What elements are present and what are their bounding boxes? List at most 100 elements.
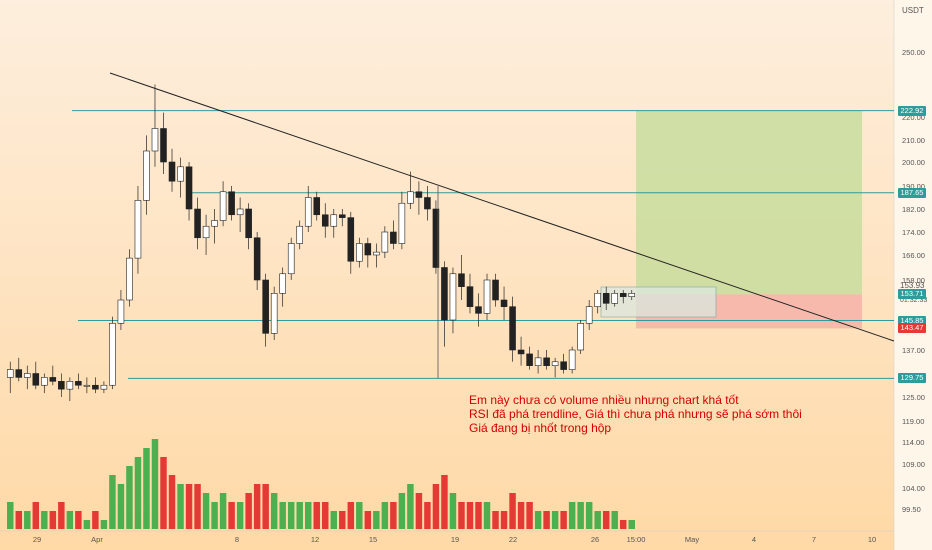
candle-body bbox=[373, 251, 380, 256]
volume-bar bbox=[32, 502, 40, 529]
candle-body bbox=[134, 200, 142, 259]
volume-bar bbox=[458, 502, 465, 529]
volume-bar bbox=[236, 502, 244, 529]
x-tick-label: 7 bbox=[812, 535, 816, 544]
x-tick-label: 29 bbox=[33, 535, 41, 544]
y-tick-label: 220.00 bbox=[902, 113, 925, 122]
candle-body bbox=[543, 357, 550, 366]
candle-body bbox=[364, 243, 372, 256]
volume-bar bbox=[509, 493, 516, 529]
candle-body bbox=[177, 166, 184, 182]
volume-bar bbox=[364, 511, 372, 529]
candle-body bbox=[356, 243, 363, 262]
candle-body bbox=[66, 381, 74, 390]
candle-body bbox=[83, 384, 91, 387]
volume-bar bbox=[117, 484, 125, 529]
candle-body bbox=[602, 293, 610, 304]
candle-body bbox=[211, 220, 218, 227]
volume-bar bbox=[313, 502, 320, 529]
volume-bar bbox=[296, 502, 303, 529]
volume-bar bbox=[41, 511, 48, 529]
volume-bar bbox=[543, 511, 550, 529]
last-price-label: 153.93 bbox=[900, 280, 925, 290]
volume-bar bbox=[534, 511, 542, 529]
candle-body bbox=[509, 306, 516, 351]
candle-body bbox=[49, 377, 57, 382]
note-line-3: Giá đang bị nhốt trong hộp bbox=[469, 421, 612, 435]
volume-bar bbox=[194, 484, 201, 529]
volume-bar bbox=[424, 502, 431, 529]
volume-bar bbox=[602, 511, 610, 529]
x-tick-label: Apr bbox=[91, 535, 103, 544]
candle-body bbox=[296, 225, 303, 244]
candle-body bbox=[458, 273, 465, 287]
candle-body bbox=[466, 286, 474, 307]
volume-bar bbox=[245, 493, 252, 529]
volume-bar bbox=[143, 448, 150, 529]
volume-bar bbox=[75, 511, 82, 529]
candle-body bbox=[228, 191, 235, 216]
candle-body bbox=[202, 225, 210, 239]
range-box bbox=[600, 286, 717, 318]
x-tick-label: 19 bbox=[451, 535, 459, 544]
volume-bar bbox=[339, 511, 346, 529]
volume-bar bbox=[134, 457, 142, 529]
volume-bar bbox=[594, 511, 601, 529]
candle-body bbox=[143, 150, 150, 201]
volume-bar bbox=[49, 511, 57, 529]
candle-body bbox=[517, 349, 525, 355]
candle-body bbox=[534, 357, 542, 366]
volume-bar bbox=[279, 502, 286, 529]
candle-body bbox=[577, 323, 584, 351]
volume-bar bbox=[628, 520, 635, 529]
y-tick-label: 109.00 bbox=[902, 460, 925, 469]
volume-bar bbox=[373, 511, 380, 529]
volume-bar bbox=[100, 520, 108, 529]
candle-body bbox=[15, 369, 23, 378]
candle-body bbox=[287, 243, 295, 275]
volume-bar bbox=[83, 520, 91, 529]
price-badge: 129.75 bbox=[898, 373, 926, 384]
y-tick-label: 166.00 bbox=[902, 251, 925, 260]
candle-body bbox=[339, 214, 346, 218]
volume-bar bbox=[492, 511, 499, 529]
candle-body bbox=[304, 197, 312, 227]
x-tick-label: 10 bbox=[868, 535, 876, 544]
candle-body bbox=[100, 384, 108, 390]
y-tick-label: 104.00 bbox=[902, 484, 925, 493]
x-tick-label: 8 bbox=[235, 535, 239, 544]
volume-bar bbox=[381, 502, 389, 529]
candle-body bbox=[321, 214, 329, 227]
volume-bar bbox=[151, 439, 159, 529]
volume-bar bbox=[211, 502, 218, 529]
volume-bar bbox=[585, 502, 593, 529]
candle-body bbox=[551, 361, 559, 366]
price-badge: 187.65 bbox=[898, 187, 926, 198]
x-tick-label: 4 bbox=[752, 535, 756, 544]
candle-body bbox=[151, 128, 159, 152]
volume-bar bbox=[58, 502, 65, 529]
y-tick-label: 200.00 bbox=[902, 158, 925, 167]
candle-body bbox=[594, 293, 601, 307]
y-tick-label: 119.00 bbox=[902, 417, 924, 426]
candle-body bbox=[219, 191, 227, 221]
x-tick-label: 22 bbox=[509, 535, 517, 544]
volume-bar bbox=[441, 475, 448, 529]
volume-bar bbox=[322, 502, 329, 529]
volume-bar bbox=[432, 484, 440, 529]
note-line-1: Em này chưa có volume nhiều nhưng chart … bbox=[469, 393, 739, 407]
candle-body bbox=[611, 293, 618, 304]
volume-bar bbox=[390, 502, 397, 529]
candle-body bbox=[194, 208, 201, 239]
volume-bar bbox=[415, 493, 423, 529]
volume-bar bbox=[219, 493, 227, 529]
y-tick-label: 158.00 bbox=[902, 276, 925, 285]
volume-bar bbox=[24, 511, 31, 529]
volume-bar bbox=[517, 502, 525, 529]
volume-bar bbox=[304, 502, 312, 529]
candle-body bbox=[6, 369, 14, 378]
volume-bar bbox=[611, 511, 618, 529]
volume-bar bbox=[109, 475, 116, 529]
